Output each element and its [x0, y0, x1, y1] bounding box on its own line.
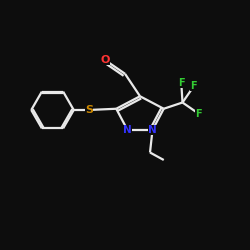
Text: F: F [178, 78, 184, 88]
Text: S: S [85, 105, 93, 115]
Text: F: F [190, 81, 197, 91]
Text: N: N [148, 125, 157, 135]
Text: F: F [196, 109, 202, 119]
Text: N: N [123, 125, 132, 135]
Text: O: O [100, 55, 110, 65]
